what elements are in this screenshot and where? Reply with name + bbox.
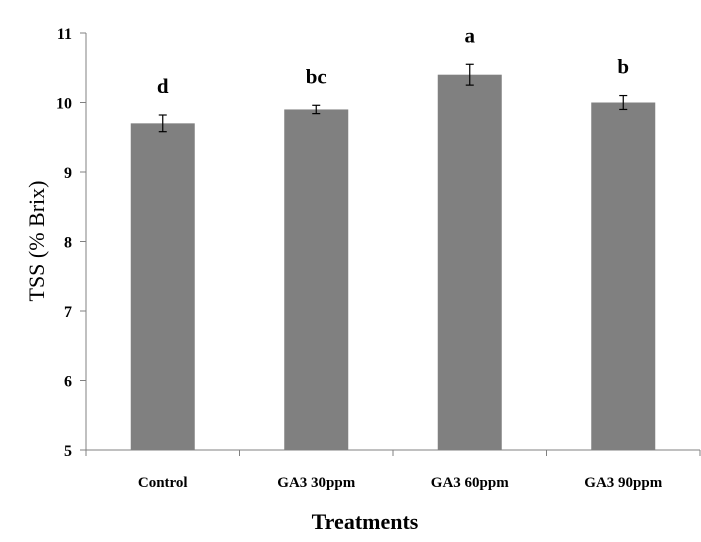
x-category-label: Control	[138, 475, 188, 491]
y-axis-title: TSS (% Brix)	[24, 181, 49, 302]
x-axis-title: Treatments	[312, 509, 419, 534]
y-tick-label: 11	[57, 26, 72, 43]
bar-ga3-90ppm	[591, 102, 656, 450]
x-category-label: GA3 60ppm	[431, 475, 509, 491]
error-bars-layer	[158, 63, 628, 133]
bars-layer	[130, 74, 656, 450]
y-tick-label: 10	[56, 96, 72, 113]
bar-ga3-60ppm	[437, 74, 502, 450]
significance-label: bc	[306, 64, 327, 88]
y-tick-label: 9	[64, 165, 72, 182]
significance-label: d	[157, 74, 169, 98]
bar-control	[130, 123, 195, 450]
significance-label: b	[617, 55, 629, 79]
significance-labels-layer: d bc a b	[157, 23, 629, 98]
x-category-label: GA3 30ppm	[277, 475, 355, 491]
y-tick-label: 7	[64, 304, 72, 321]
y-tick-label: 6	[64, 374, 72, 391]
y-tick-label: 5	[64, 443, 72, 460]
bar-ga3-30ppm	[284, 109, 349, 450]
y-ticks-layer: 5 6 7 8 9 10 11	[56, 26, 86, 460]
y-tick-label: 8	[64, 235, 72, 252]
x-category-label: GA3 90ppm	[584, 475, 662, 491]
significance-label: a	[465, 23, 476, 47]
x-ticks-layer: Control GA3 30ppm GA3 60ppm GA3 90ppm	[85, 450, 701, 491]
